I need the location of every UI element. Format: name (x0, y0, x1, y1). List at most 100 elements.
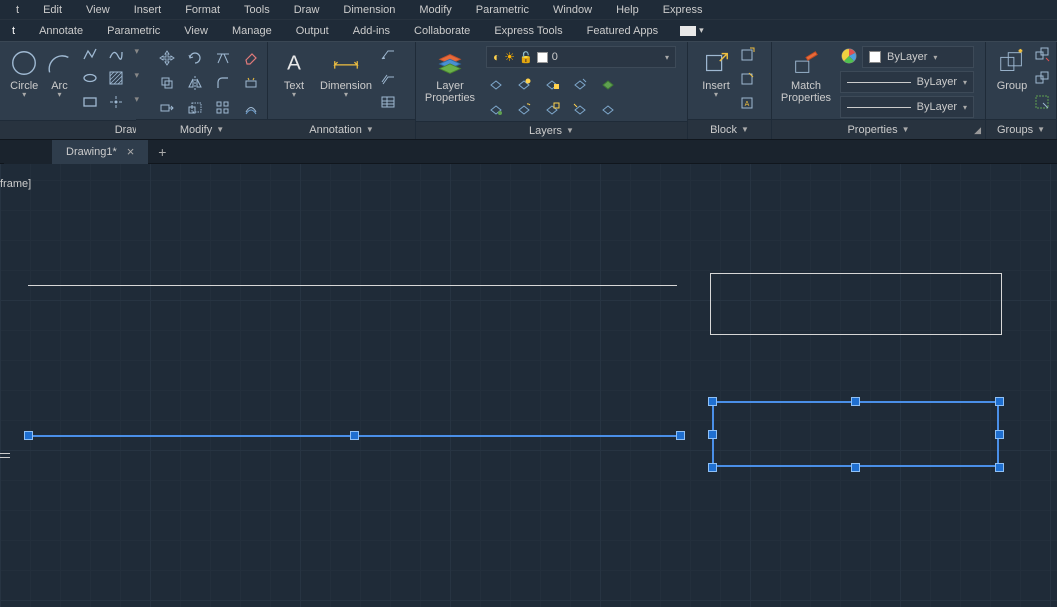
copy-icon[interactable] (157, 73, 177, 93)
close-icon[interactable]: × (127, 144, 135, 159)
mleader-icon[interactable] (380, 70, 396, 89)
ribbon-tab-collaborate[interactable]: Collaborate (402, 22, 482, 40)
menu-modify[interactable]: Modify (407, 2, 463, 18)
menu-view[interactable]: View (74, 2, 122, 18)
dimension-button[interactable]: Dimension ▾ (318, 46, 374, 101)
menu-format[interactable]: Format (173, 2, 232, 18)
ribbon-tab-output[interactable]: Output (284, 22, 341, 40)
table-icon[interactable] (380, 94, 396, 113)
ribbon-overflow[interactable]: ▾ (680, 25, 704, 36)
create-block-icon[interactable] (740, 46, 756, 65)
stretch-icon[interactable] (157, 98, 177, 118)
ribbon-tab-addins[interactable]: Add-ins (341, 22, 402, 40)
layer-lock-icon[interactable] (542, 74, 562, 94)
lineweight-combo[interactable]: ByLayer ▾ (840, 71, 974, 93)
layer-walk-icon[interactable] (570, 99, 590, 119)
group-button[interactable]: Group (992, 46, 1032, 94)
layer-iso-icon[interactable] (570, 74, 590, 94)
menu-help[interactable]: Help (604, 2, 651, 18)
insert-button[interactable]: Insert ▾ (694, 46, 738, 101)
layer-make-current-icon[interactable] (598, 74, 618, 94)
hatch-icon[interactable] (108, 70, 124, 89)
move-icon[interactable] (157, 48, 177, 68)
rectangle-object-selected[interactable] (712, 401, 999, 467)
color-combo[interactable]: ByLayer ▾ (862, 46, 974, 68)
layer-freeze-icon[interactable] (514, 74, 534, 94)
ribbon-tab-featuredapps[interactable]: Featured Apps (575, 22, 671, 40)
ungroup-icon[interactable] (1034, 46, 1050, 65)
drawing-canvas[interactable]: frame] (0, 164, 1057, 607)
ellipse-icon[interactable] (82, 70, 98, 89)
menu-express[interactable]: Express (651, 2, 715, 18)
linetype-combo[interactable]: ByLayer ▾ (840, 96, 974, 118)
text-button[interactable]: A Text ▾ (274, 46, 314, 101)
menu-parametric[interactable]: Parametric (464, 2, 541, 18)
ribbon-tab-annotate[interactable]: Annotate (27, 22, 95, 40)
spline-icon[interactable] (108, 46, 124, 65)
point-icon[interactable] (108, 94, 124, 113)
leader-icon[interactable] (380, 46, 396, 65)
trim-icon[interactable] (213, 48, 233, 68)
panel-block-footer[interactable]: Block▼ (688, 119, 771, 139)
rotate-icon[interactable] (185, 48, 205, 68)
layer-previous-icon[interactable] (514, 99, 534, 119)
menu-insert[interactable]: Insert (122, 2, 174, 18)
layer-properties-button[interactable]: Layer Properties (422, 46, 478, 106)
grip[interactable] (995, 397, 1004, 406)
array-icon[interactable] (213, 98, 233, 118)
color-wheel-icon[interactable] (840, 47, 858, 68)
menu-edit[interactable]: Edit (31, 2, 74, 18)
menu-tools[interactable]: Tools (232, 2, 282, 18)
menu-window[interactable]: Window (541, 2, 604, 18)
ribbon-tab-expresstools[interactable]: Express Tools (482, 22, 574, 40)
grip[interactable] (708, 397, 717, 406)
layer-off-icon[interactable] (486, 74, 506, 94)
ribbon-tab-view[interactable]: View (172, 22, 220, 40)
fillet-icon[interactable] (213, 73, 233, 93)
grip[interactable] (851, 463, 860, 472)
start-tab[interactable] (4, 140, 52, 164)
menu-draw[interactable]: Draw (282, 2, 332, 18)
ribbon-tab-manage[interactable]: Manage (220, 22, 284, 40)
scale-icon[interactable] (185, 98, 205, 118)
arc-button[interactable]: Arc ▾ (42, 46, 76, 101)
circle-button[interactable]: Circle ▾ (6, 46, 42, 101)
menu-dimension[interactable]: Dimension (331, 2, 407, 18)
new-tab-button[interactable]: + (148, 144, 176, 160)
dialog-launcher-icon[interactable]: ◢ (974, 125, 981, 136)
layer-state-icon[interactable] (542, 99, 562, 119)
grip[interactable] (350, 431, 359, 440)
current-layer-combo[interactable]: ◐ ☀ 🔓 0 ▾ (486, 46, 676, 68)
rectangle-icon[interactable] (82, 94, 98, 113)
explode-icon[interactable] (241, 73, 261, 93)
line-object[interactable] (28, 285, 677, 286)
grip[interactable] (995, 463, 1004, 472)
panel-properties-footer[interactable]: Properties▼ ◢ (772, 119, 985, 139)
document-tab[interactable]: Drawing1* × (52, 140, 148, 164)
rectangle-object[interactable] (710, 273, 1002, 335)
mirror-icon[interactable] (185, 73, 205, 93)
layer-match-icon[interactable] (486, 99, 506, 119)
panel-annotation-footer[interactable]: Annotation▼ (268, 119, 415, 139)
menu-item[interactable]: t (4, 2, 31, 18)
grip[interactable] (708, 463, 717, 472)
match-properties-button[interactable]: Match Properties (778, 46, 834, 106)
grip[interactable] (851, 397, 860, 406)
panel-layers-footer[interactable]: Layers▼ (416, 121, 687, 139)
panel-modify-footer[interactable]: Modify▼ (136, 119, 268, 139)
edit-block-icon[interactable] (740, 70, 756, 89)
offset-icon[interactable] (241, 98, 261, 118)
block-attr-icon[interactable]: A (740, 94, 756, 113)
polyline-icon[interactable] (82, 46, 98, 65)
group-select-icon[interactable] (1034, 94, 1050, 113)
ribbon-tab-parametric[interactable]: Parametric (95, 22, 172, 40)
group-edit-icon[interactable] (1034, 70, 1050, 89)
erase-icon[interactable] (241, 48, 261, 68)
grip[interactable] (708, 430, 717, 439)
grip[interactable] (24, 431, 33, 440)
layer-more-icon[interactable] (598, 99, 618, 119)
grip[interactable] (676, 431, 685, 440)
panel-groups-footer[interactable]: Groups▼ (986, 119, 1056, 139)
ribbon-tab[interactable]: t (0, 22, 27, 40)
grip[interactable] (995, 430, 1004, 439)
